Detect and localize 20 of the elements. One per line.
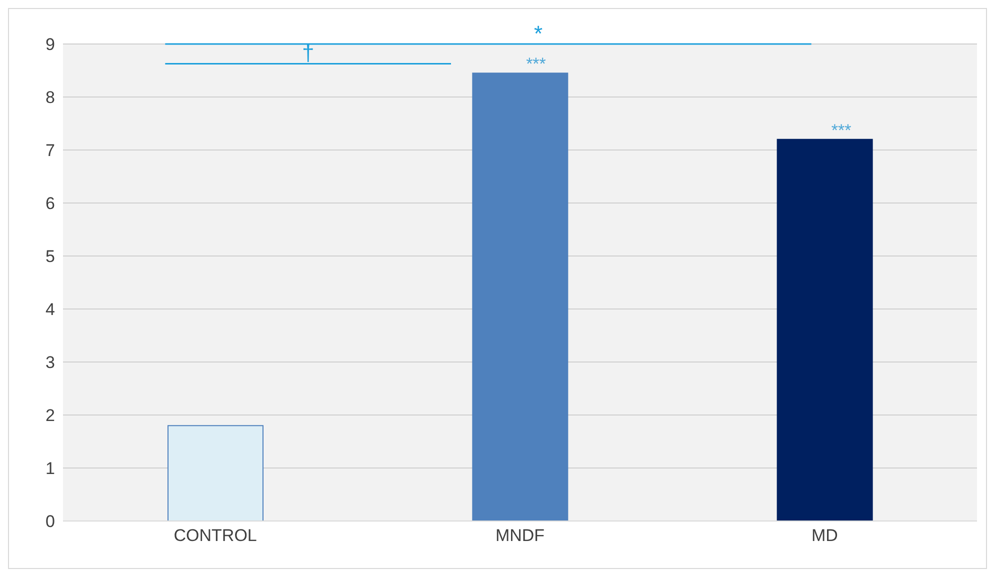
y-tick-label: 2 xyxy=(46,406,55,426)
annotation: * xyxy=(534,21,543,46)
annotation: *** xyxy=(831,120,852,140)
annotation: † xyxy=(302,40,314,66)
x-tick-label: CONTROL xyxy=(174,526,257,546)
y-tick-label: 7 xyxy=(46,141,55,160)
bar xyxy=(168,425,264,521)
y-tick-label: 6 xyxy=(46,194,55,214)
y-tick-label: 3 xyxy=(46,353,55,372)
bar xyxy=(472,72,568,521)
y-tick-label: 9 xyxy=(46,35,55,54)
annotation: *** xyxy=(526,54,546,74)
bar xyxy=(776,138,873,521)
y-tick-label: 8 xyxy=(46,88,55,108)
y-tick-label: 0 xyxy=(46,512,55,532)
y-tick-label: 1 xyxy=(46,459,55,478)
y-tick-label: 4 xyxy=(46,300,55,320)
y-tick-label: 5 xyxy=(46,247,55,266)
x-tick-label: MNDF xyxy=(495,526,545,546)
x-tick-label: MD xyxy=(811,526,838,546)
